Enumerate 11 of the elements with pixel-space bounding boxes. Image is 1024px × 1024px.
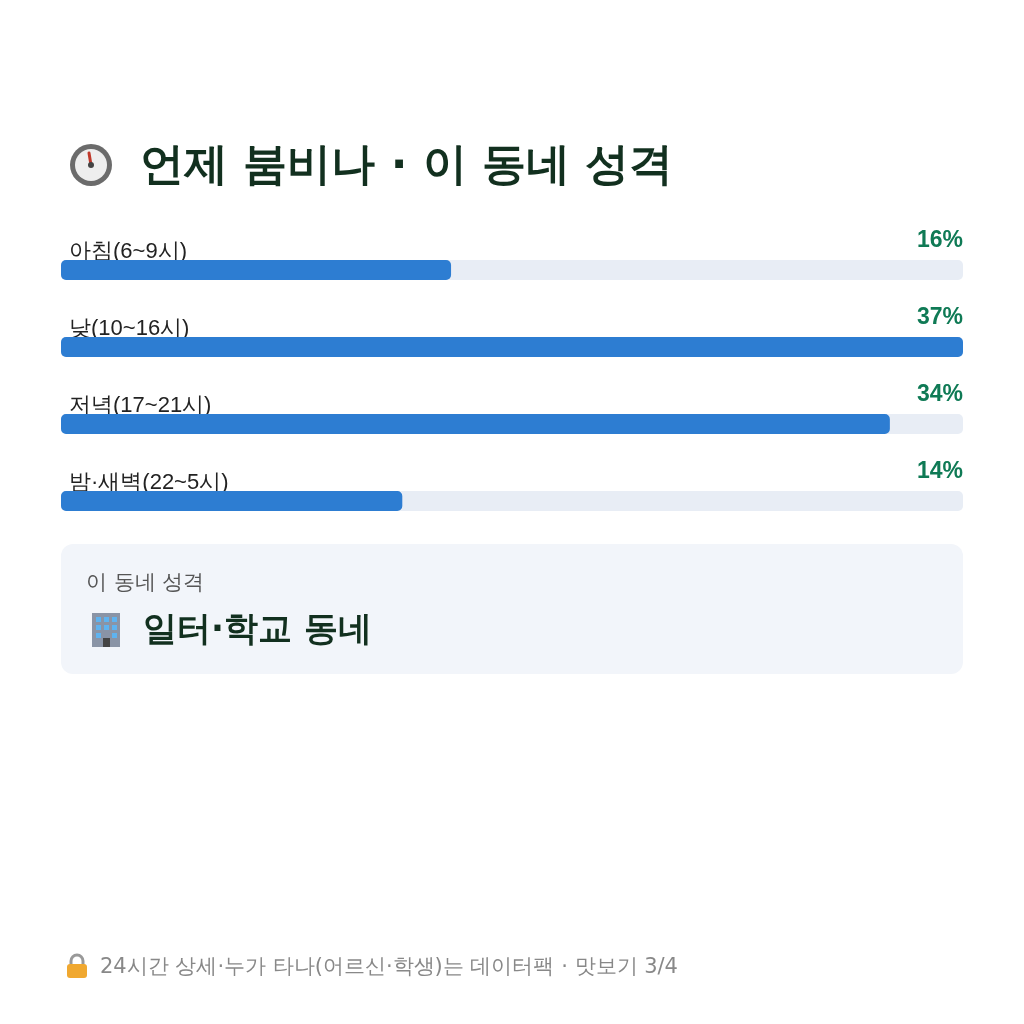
y-tick-label: 저녁(17~21시) <box>69 391 212 417</box>
text: 일터·학교 동네 <box>143 607 372 650</box>
text: 이 동네 성격 <box>86 569 205 596</box>
data-label: 37% <box>916 303 963 329</box>
text: 24시간 상세·누가 타나(어르신·학생)는 데이터팩 · 맛보기 3/4 <box>100 953 678 980</box>
data-label: 16% <box>916 226 963 252</box>
y-tick-label: 낮(10~16시) <box>69 314 190 340</box>
chart-title: 언제 붐비나 · 이 동네 성격 <box>140 137 674 191</box>
data-label: 34% <box>916 380 963 406</box>
data-label: 14% <box>916 457 963 483</box>
y-tick-label: 밤·새벽(22~5시) <box>69 468 229 494</box>
